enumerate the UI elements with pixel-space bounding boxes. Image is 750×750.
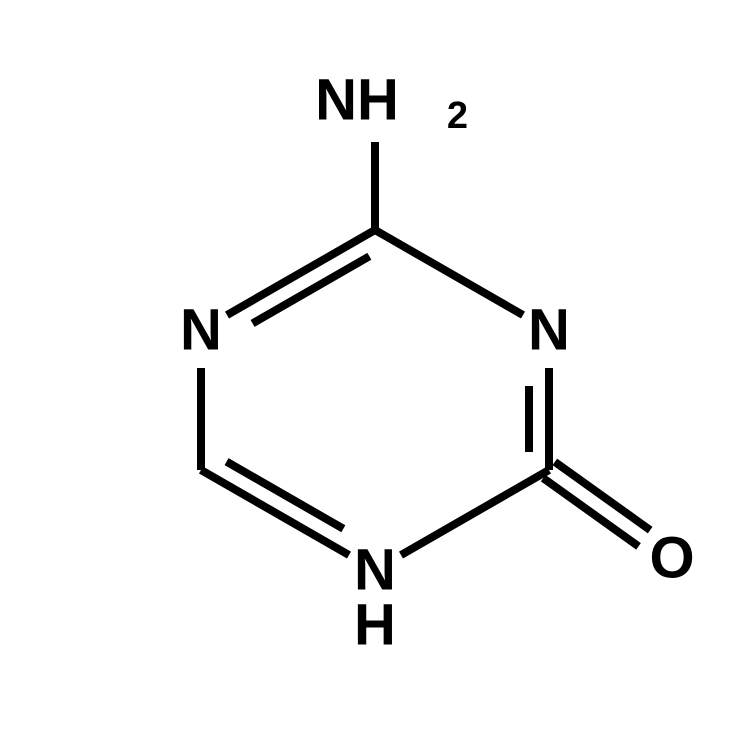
atom-label-N_upper_right: N [528, 298, 570, 363]
atom-label-N_top: NH 2 [315, 68, 468, 138]
svg-text:NH: NH [315, 68, 399, 133]
atom-label-O_right: O [649, 526, 694, 591]
atom-label-N_upper_left: N [180, 298, 222, 363]
chemical-structure-diagram: NH 2 N N NH O [0, 0, 750, 750]
atom-label-N_bottom-H: H [354, 593, 396, 658]
svg-text:2: 2 [447, 95, 468, 137]
